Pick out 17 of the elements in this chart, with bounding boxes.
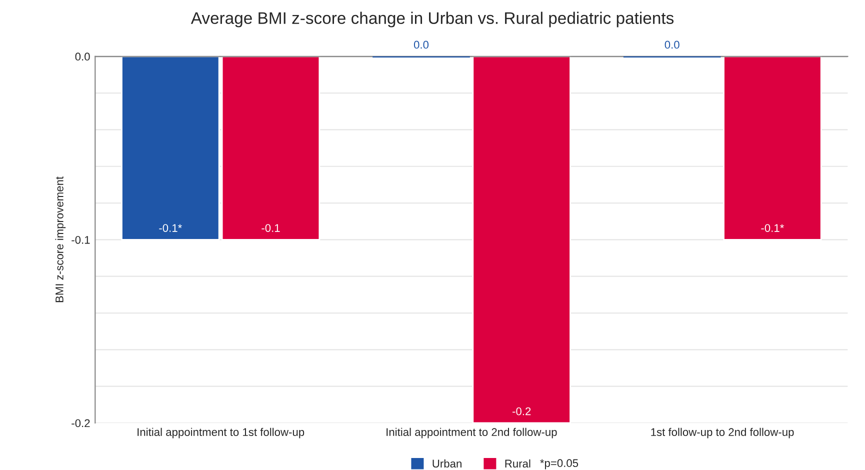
y-tick-label: -0.1 <box>72 236 90 244</box>
legend-label: Rural <box>505 459 530 468</box>
x-tick-label: Initial appointment to 1st follow-up <box>138 428 304 438</box>
y-tick-label: 0.0 <box>75 52 90 61</box>
data-label: 0.0 <box>664 40 680 49</box>
x-tick-label: Initial appointment to 2nd follow-up <box>386 428 557 438</box>
data-label: -0.1 <box>262 224 280 232</box>
data-label: -0.2 <box>512 407 531 416</box>
data-label: 0.0 <box>414 40 429 49</box>
y-axis-title: BMI z-score improvement <box>55 176 66 302</box>
chart-title: Average BMI z-score change in Urban vs. Rural pediatric patients <box>190 12 674 28</box>
x-tick-label: 1st follow-up to 2nd follow-up <box>651 428 794 438</box>
text: *p=0.05 <box>540 459 578 470</box>
data-label: -0.1* <box>159 224 182 232</box>
y-tick-label: -0.2 <box>72 419 90 428</box>
data-label: -0.1* <box>761 224 784 232</box>
legend-label: Urban <box>432 459 462 468</box>
